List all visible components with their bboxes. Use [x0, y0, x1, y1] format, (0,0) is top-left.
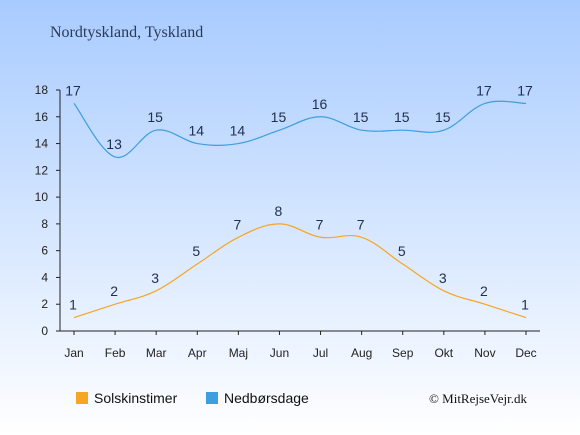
series-line-1 — [73, 100, 527, 158]
series-layer — [73, 100, 527, 319]
y-tick-label: 4 — [41, 270, 48, 284]
x-tick-label: Apr — [188, 346, 207, 360]
data-label: 15 — [394, 109, 410, 125]
y-tick-label: 6 — [41, 244, 48, 258]
data-label: 17 — [517, 82, 533, 98]
x-tick-label: Sep — [392, 346, 414, 360]
data-label: 15 — [147, 109, 163, 125]
legend-swatch-nedborsdage — [206, 392, 218, 404]
data-label: 3 — [439, 270, 447, 286]
y-tick-label: 12 — [35, 163, 49, 177]
data-label: 17 — [65, 82, 81, 98]
data-label: 14 — [230, 123, 246, 139]
y-tick-label: 0 — [41, 324, 48, 338]
y-tick-label: 8 — [41, 217, 48, 231]
y-tick-label: 18 — [35, 83, 49, 97]
data-label: 3 — [151, 270, 159, 286]
legend-label-solskinstimer: Solskinstimer — [94, 390, 178, 406]
data-label: 5 — [192, 243, 200, 259]
x-tick-label: Dec — [515, 346, 536, 360]
data-label: 13 — [106, 136, 122, 152]
data-label: 15 — [353, 109, 369, 125]
legend-swatch-solskinstimer — [76, 392, 88, 404]
data-label: 15 — [271, 109, 287, 125]
x-tick-label: Jul — [313, 346, 328, 360]
x-tick-label: Jun — [270, 346, 289, 360]
data-label: 7 — [233, 216, 241, 232]
x-tick-label: Feb — [105, 346, 126, 360]
y-tick-label: 10 — [35, 190, 49, 204]
y-tick-label: 16 — [35, 110, 49, 124]
data-label: 14 — [188, 123, 204, 139]
data-label: 16 — [312, 96, 328, 112]
x-tick-label: Maj — [229, 346, 248, 360]
chart-title: Nordtyskland, Tyskland — [50, 24, 203, 41]
data-label: 17 — [476, 82, 492, 98]
data-label: 7 — [357, 216, 365, 232]
credit-text: © MitRejseVejr.dk — [429, 391, 527, 406]
legend-label-nedborsdage: Nedbørsdage — [224, 390, 309, 406]
x-tick-label: Nov — [474, 346, 495, 360]
data-label: 8 — [275, 203, 283, 219]
data-label: 2 — [110, 283, 118, 299]
series-line-0 — [73, 223, 527, 319]
data-label: 5 — [398, 243, 406, 259]
data-label: 15 — [435, 109, 451, 125]
x-tick-label: Jan — [64, 346, 83, 360]
legend: Solskinstimer Nedbørsdage — [76, 390, 309, 406]
y-tick-label: 14 — [35, 137, 49, 151]
x-tick-label: Okt — [434, 346, 453, 360]
data-label: 7 — [316, 216, 324, 232]
x-tick-label: Mar — [146, 346, 167, 360]
data-label: 1 — [69, 297, 77, 313]
y-tick-label: 2 — [41, 297, 48, 311]
x-tick-label: Aug — [351, 346, 372, 360]
data-label: 2 — [480, 283, 488, 299]
data-label: 1 — [521, 297, 529, 313]
